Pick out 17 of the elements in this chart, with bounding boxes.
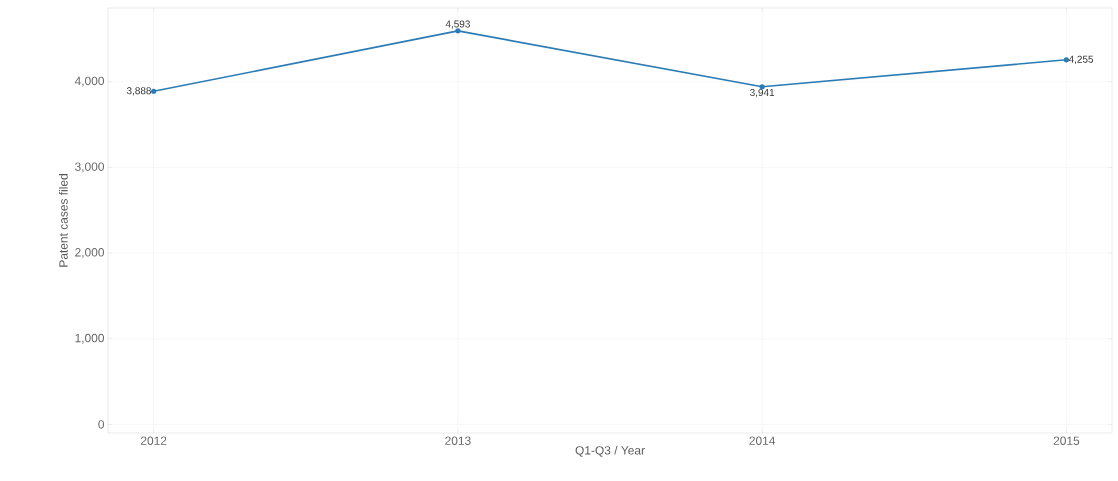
y-tick-label: 2,000 bbox=[75, 248, 105, 258]
x-axis-title: Q1-Q3 / Year bbox=[575, 445, 645, 457]
y-tick-label: 3,000 bbox=[75, 162, 105, 173]
x-tick-label: 2014 bbox=[749, 436, 776, 445]
point bbox=[1063, 57, 1069, 63]
x-tick-label: 2013 bbox=[445, 436, 471, 445]
y-tick-label: 1,000 bbox=[75, 333, 105, 344]
data-label: 3,941 bbox=[750, 88, 775, 98]
y-axis-title: Patent cases filed bbox=[58, 174, 68, 267]
x-tick-label: 2012 bbox=[140, 436, 167, 445]
point bbox=[151, 88, 157, 94]
data-label: 4,255 bbox=[1068, 55, 1094, 64]
x-tick-label: 2015 bbox=[1053, 436, 1080, 445]
y-tick-label: 4,000 bbox=[74, 76, 105, 87]
data-label: 4,593 bbox=[445, 20, 470, 29]
data-label: 3,888 bbox=[126, 87, 152, 96]
y-tick-label: 0 bbox=[98, 420, 105, 429]
